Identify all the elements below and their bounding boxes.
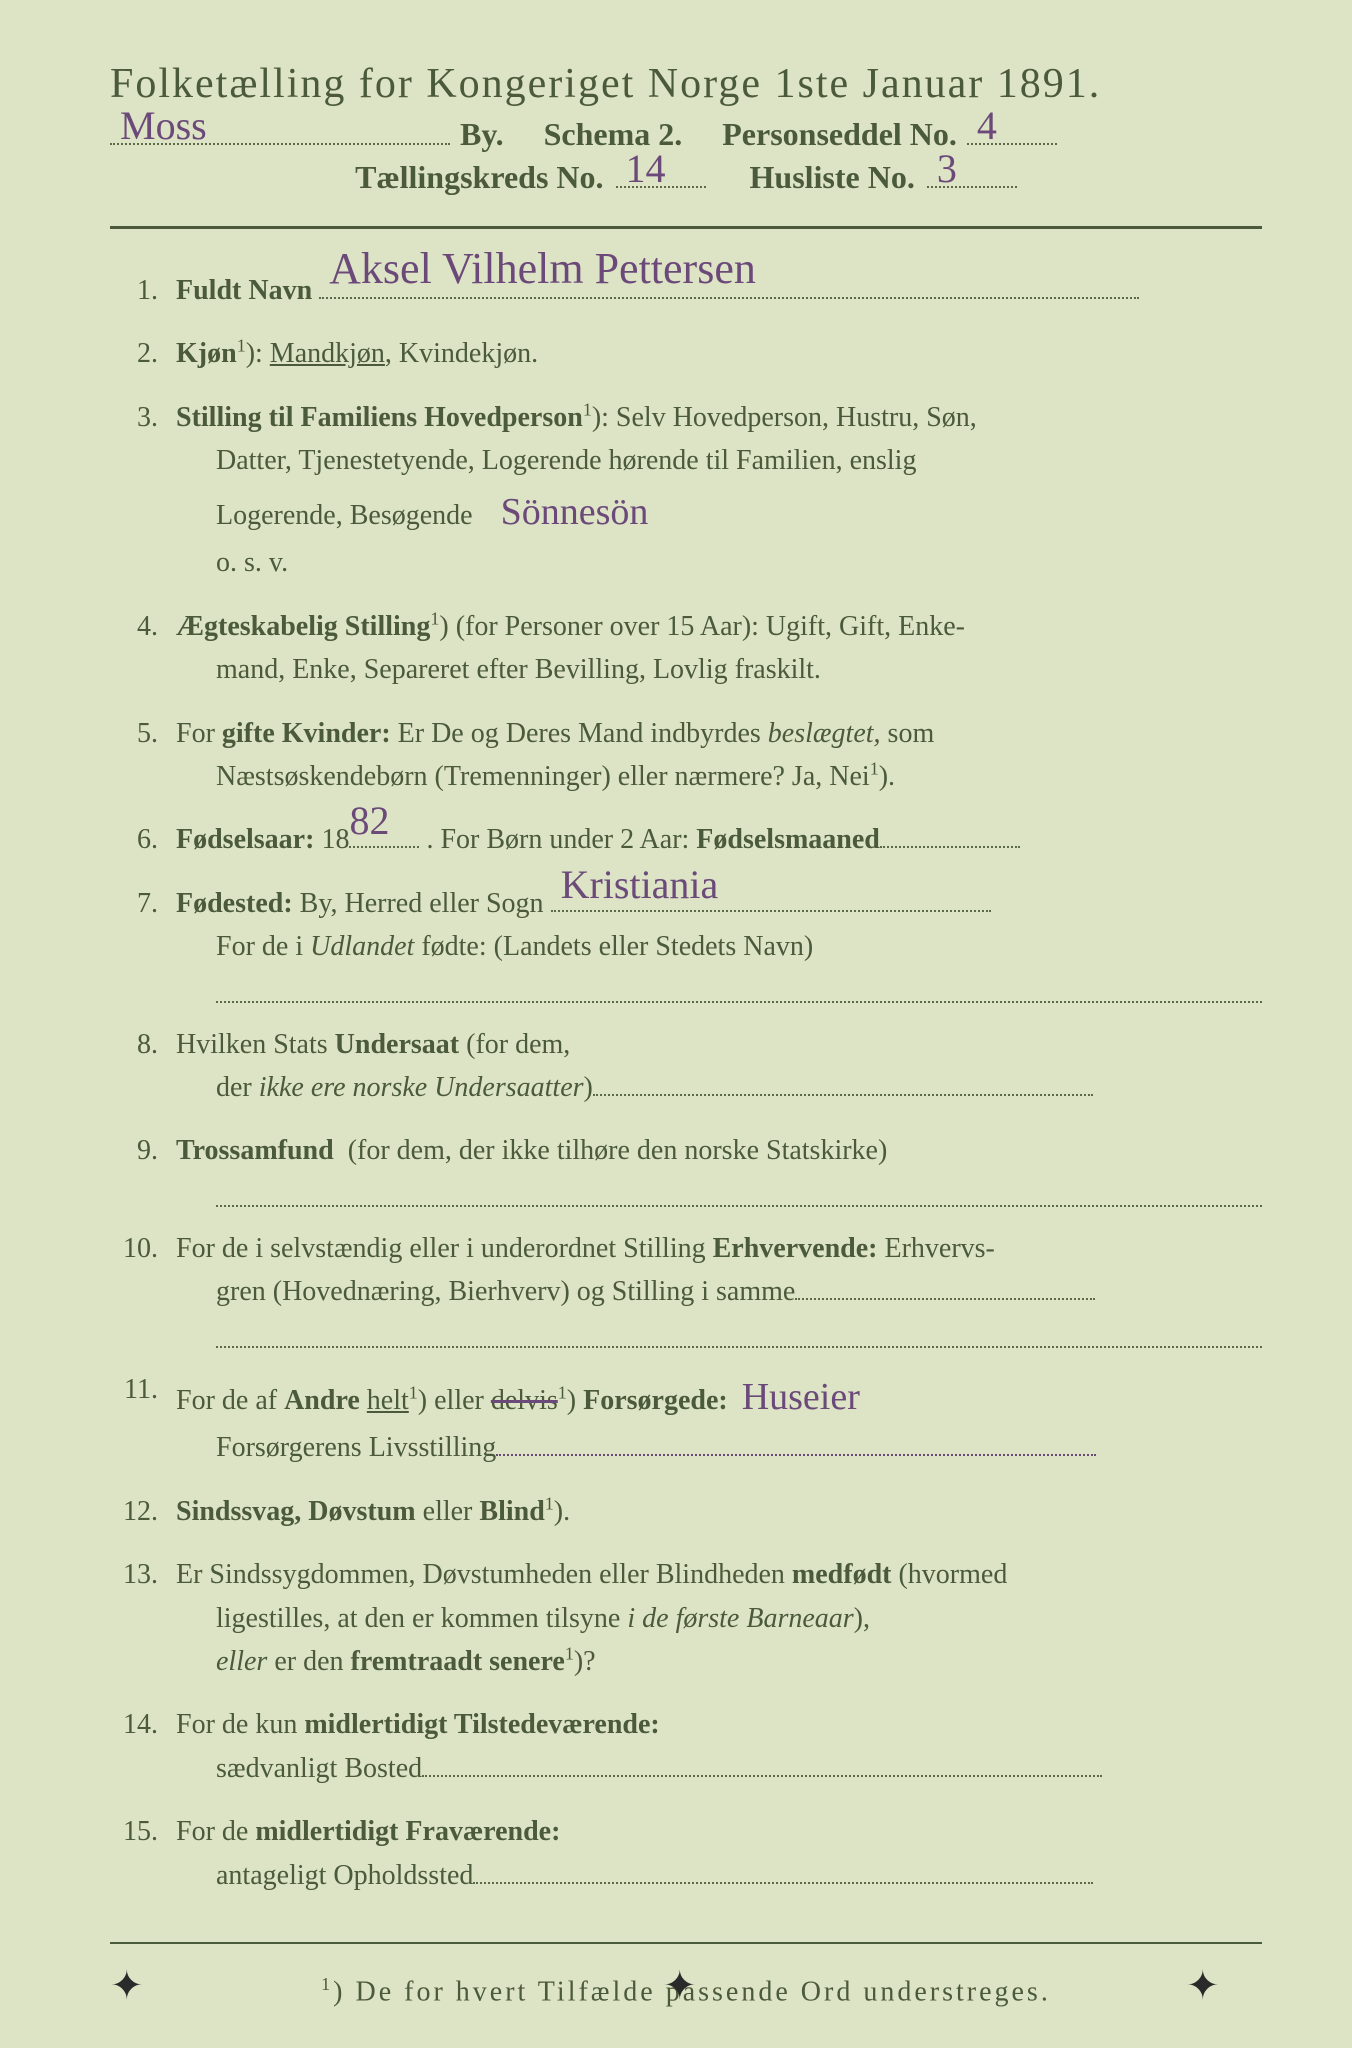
field-6-num: 6. xyxy=(110,818,158,861)
by-label: By. xyxy=(460,116,504,153)
field-14-num: 14. xyxy=(110,1703,158,1790)
header-row-1: Moss By. Schema 2. Personseddel No. 4 xyxy=(110,116,1262,153)
field-1-label: Fuldt Navn xyxy=(176,275,312,306)
field-13-num: 13. xyxy=(110,1553,158,1683)
tkreds-label: Tællingskreds No. xyxy=(355,159,603,196)
by-value: Moss xyxy=(120,102,207,149)
field-9-label: Trossamfund xyxy=(176,1135,334,1166)
field-15-num: 15. xyxy=(110,1810,158,1897)
relation-value: Sönnesön xyxy=(501,491,649,533)
field-2-label: Kjøn xyxy=(176,338,237,369)
provider-value: Huseier xyxy=(742,1376,860,1418)
field-7: 7. Fødested: By, Herred eller Sogn Krist… xyxy=(110,882,1262,1003)
birth-year-value: 82 xyxy=(349,790,389,852)
census-form-page: Folketælling for Kongeriget Norge 1ste J… xyxy=(0,0,1352,2048)
field-3-num: 3. xyxy=(110,396,158,585)
husliste-label: Husliste No. xyxy=(750,159,915,196)
field-3-label: Stilling til Familiens Hovedperson xyxy=(176,402,583,433)
field-9: 9. Trossamfund (for dem, der ikke tilhør… xyxy=(110,1129,1262,1206)
field-11-label: Forsørgede: xyxy=(583,1385,728,1416)
field-14-label: midlertidigt Tilstedeværende: xyxy=(304,1709,659,1740)
gender-female: Kvindekjøn. xyxy=(399,338,538,369)
field-5-label: gifte Kvinder: xyxy=(222,718,391,749)
field-13: 13. Er Sindssygdommen, Døvstumheden elle… xyxy=(110,1553,1262,1683)
field-8-num: 8. xyxy=(110,1023,158,1110)
field-8-label: Undersaat xyxy=(335,1029,459,1060)
field-3: 3. Stilling til Familiens Hovedperson1):… xyxy=(110,396,1262,585)
field-10: 10. For de i selvstændig eller i underor… xyxy=(110,1227,1262,1348)
field-12-label: Sindssvag, Døvstum xyxy=(176,1496,416,1527)
divider-bottom xyxy=(110,1942,1262,1944)
divider-top xyxy=(110,226,1262,229)
field-2: 2. Kjøn1): Mandkjøn, Kvindekjøn. xyxy=(110,332,1262,375)
field-12-num: 12. xyxy=(110,1490,158,1533)
personseddel-no: 4 xyxy=(977,102,997,149)
header-row-2: Tællingskreds No. 14 Husliste No. 3 xyxy=(110,159,1262,196)
field-12: 12. Sindssvag, Døvstum eller Blind1). xyxy=(110,1490,1262,1533)
field-5: 5. For gifte Kvinder: Er De og Deres Man… xyxy=(110,712,1262,799)
field-1: 1. Fuldt Navn Aksel Vilhelm Pettersen xyxy=(110,269,1262,312)
field-7-num: 7. xyxy=(110,882,158,1003)
field-15-label: midlertidigt Fraværende: xyxy=(255,1816,560,1847)
field-10-label: Erhvervende: xyxy=(713,1233,878,1264)
field-2-num: 2. xyxy=(110,332,158,375)
tkreds-no: 14 xyxy=(626,145,666,192)
field-15: 15. For de midlertidigt Fraværende: anta… xyxy=(110,1810,1262,1897)
field-11: 11. For de af Andre helt1) eller delvis1… xyxy=(110,1368,1262,1470)
punch-mark-left: ✦ xyxy=(110,1962,136,1988)
full-name-value: Aksel Vilhelm Pettersen xyxy=(329,235,756,303)
form-title: Folketælling for Kongeriget Norge 1ste J… xyxy=(110,60,1262,108)
gender-male: Mandkjøn xyxy=(270,338,385,369)
field-4-label: Ægteskabelig Stilling xyxy=(176,611,430,642)
field-9-num: 9. xyxy=(110,1129,158,1206)
field-1-num: 1. xyxy=(110,269,158,312)
field-13-label: medfødt xyxy=(792,1559,892,1590)
field-6-label: Fødselsaar: xyxy=(176,824,314,855)
field-5-num: 5. xyxy=(110,712,158,799)
field-7-label: Fødested: xyxy=(176,888,293,919)
punch-mark-right: ✦ xyxy=(1186,1962,1212,1988)
birthplace-value: Kristiania xyxy=(561,854,719,916)
field-4-num: 4. xyxy=(110,605,158,692)
punch-mark-center: ✦ xyxy=(663,1962,689,1988)
personseddel-label: Personseddel No. xyxy=(722,116,957,153)
field-11-num: 11. xyxy=(110,1368,158,1470)
field-4: 4. Ægteskabelig Stilling1) (for Personer… xyxy=(110,605,1262,692)
field-14: 14. For de kun midlertidigt Tilstedevære… xyxy=(110,1703,1262,1790)
field-10-num: 10. xyxy=(110,1227,158,1348)
field-8: 8. Hvilken Stats Undersaat (for dem, der… xyxy=(110,1023,1262,1110)
husliste-no: 3 xyxy=(937,145,957,192)
